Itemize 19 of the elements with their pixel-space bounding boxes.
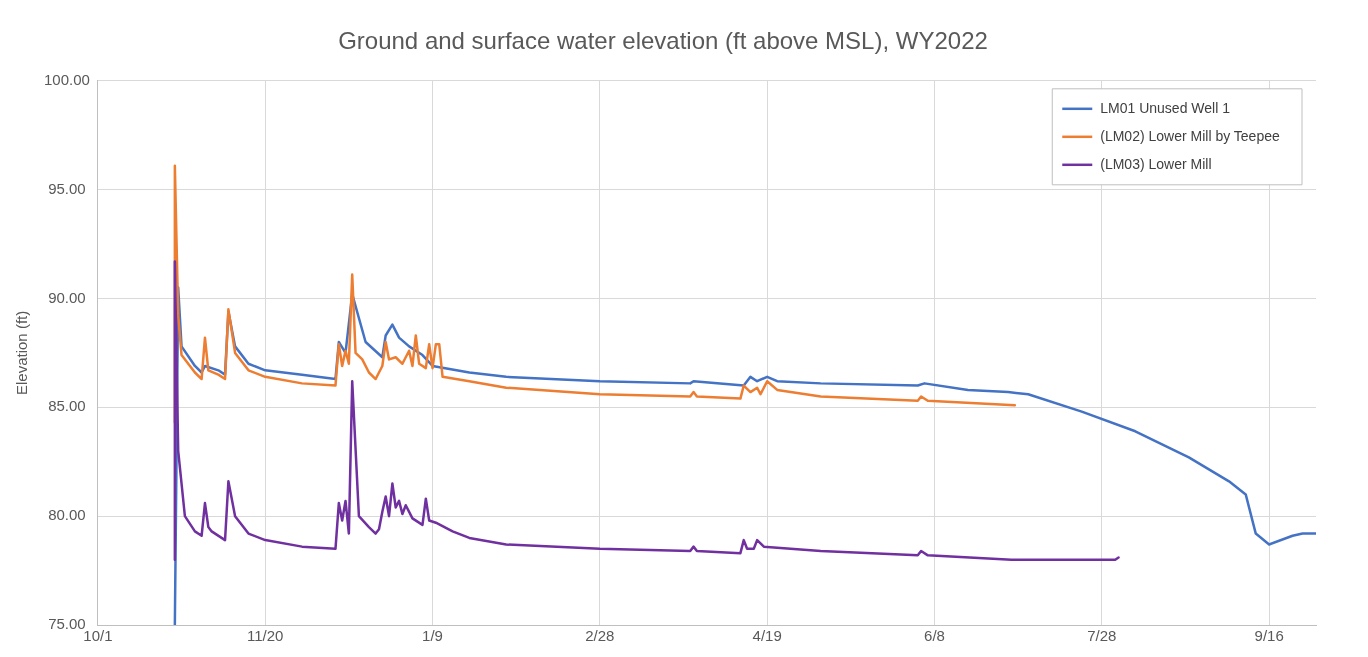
legend-label: LM01 Unused Well 1 bbox=[1100, 99, 1231, 116]
y-tick-label: 95.00 bbox=[48, 179, 86, 197]
legend-label: (LM03) Lower Mill bbox=[1100, 155, 1212, 172]
x-tick-label: 11/20 bbox=[246, 627, 284, 645]
y-axis-title: Elevation (ft) bbox=[13, 310, 31, 395]
x-tick-label: 1/9 bbox=[422, 627, 443, 645]
y-tick-label: 80.00 bbox=[48, 506, 86, 524]
y-tick-label: 90.00 bbox=[48, 288, 86, 306]
y-tick-label: 75.00 bbox=[48, 615, 86, 633]
x-tick-label: 9/16 bbox=[1254, 627, 1284, 645]
y-tick-label: 100.00 bbox=[43, 70, 90, 88]
x-tick-label: 6/8 bbox=[924, 627, 945, 645]
chart-title: Ground and surface water elevation (ft above MSL), WY2022 bbox=[338, 27, 988, 55]
x-tick-label: 2/28 bbox=[585, 627, 615, 645]
x-tick-label: 7/28 bbox=[1087, 627, 1117, 645]
y-tick-label: 85.00 bbox=[48, 397, 86, 415]
legend-label: (LM02) Lower Mill by Teepee bbox=[1100, 127, 1280, 144]
x-tick-label: 4/19 bbox=[752, 627, 782, 645]
x-tick-label: 10/1 bbox=[83, 627, 113, 645]
